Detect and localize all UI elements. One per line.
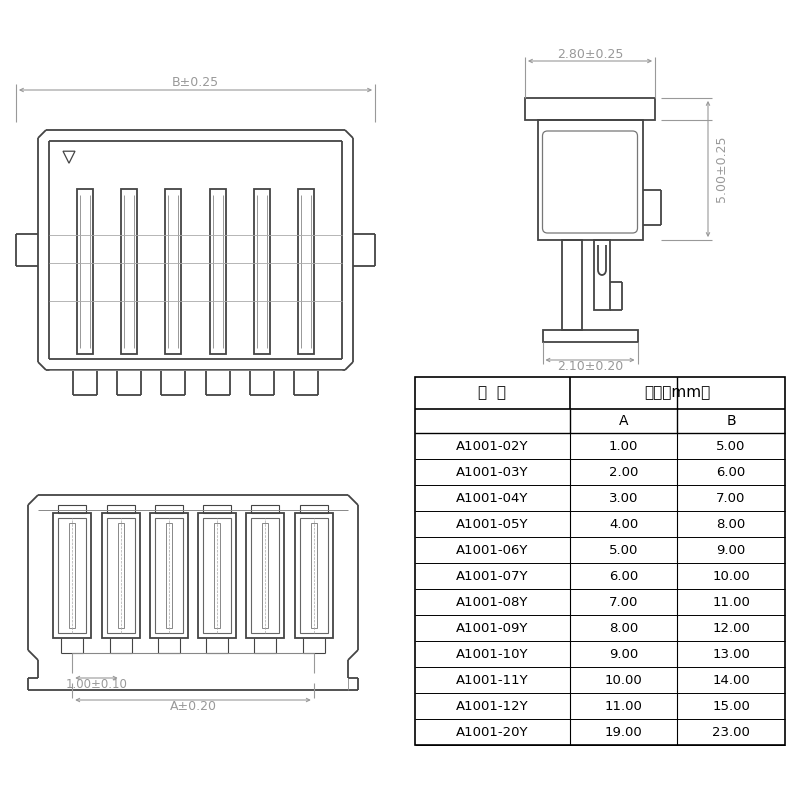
Bar: [246, 513, 285, 638]
Bar: [106, 518, 134, 633]
Bar: [203, 505, 231, 513]
Text: 1.00: 1.00: [609, 439, 638, 453]
Bar: [102, 513, 139, 638]
Bar: [106, 505, 134, 513]
Text: A1001-11Y: A1001-11Y: [456, 674, 529, 686]
Text: A1001-07Y: A1001-07Y: [456, 570, 529, 582]
Bar: [203, 518, 231, 633]
Text: B: B: [726, 414, 736, 428]
Bar: [562, 240, 582, 330]
Text: 2.80±0.25: 2.80±0.25: [557, 47, 623, 61]
Bar: [254, 189, 270, 354]
Text: 尺寸（mm）: 尺寸（mm）: [644, 386, 710, 401]
Bar: [54, 513, 91, 638]
Text: 6.00: 6.00: [609, 570, 638, 582]
Bar: [294, 513, 333, 638]
Bar: [70, 523, 75, 628]
Bar: [300, 505, 328, 513]
Bar: [262, 523, 269, 628]
Bar: [538, 120, 642, 240]
Text: 15.00: 15.00: [712, 699, 750, 713]
Text: 10.00: 10.00: [605, 674, 642, 686]
Text: 5.00±0.25: 5.00±0.25: [715, 136, 728, 202]
Text: 1.00±0.10: 1.00±0.10: [66, 678, 127, 691]
Bar: [214, 523, 220, 628]
Text: 8.00: 8.00: [716, 518, 746, 530]
Bar: [77, 189, 93, 354]
Text: 编  号: 编 号: [478, 386, 506, 401]
Bar: [198, 513, 236, 638]
Bar: [310, 523, 317, 628]
Bar: [525, 98, 655, 120]
Bar: [58, 505, 86, 513]
Bar: [415, 377, 785, 745]
Text: A1001-02Y: A1001-02Y: [456, 439, 529, 453]
Bar: [166, 189, 182, 354]
Text: A1001-04Y: A1001-04Y: [456, 491, 529, 505]
Text: 5.00: 5.00: [609, 543, 638, 557]
Text: A1001-05Y: A1001-05Y: [456, 518, 529, 530]
Text: A1001-08Y: A1001-08Y: [456, 595, 529, 609]
Text: 19.00: 19.00: [605, 726, 642, 738]
Text: A1001-06Y: A1001-06Y: [456, 543, 529, 557]
Text: 9.00: 9.00: [609, 647, 638, 661]
Text: 11.00: 11.00: [712, 595, 750, 609]
Text: 10.00: 10.00: [712, 570, 750, 582]
Text: A1001-03Y: A1001-03Y: [456, 466, 529, 478]
Text: 11.00: 11.00: [605, 699, 642, 713]
Text: 2.00: 2.00: [609, 466, 638, 478]
Text: 2.10±0.20: 2.10±0.20: [557, 361, 623, 374]
Text: A1001-20Y: A1001-20Y: [456, 726, 529, 738]
Bar: [251, 518, 279, 633]
Text: 23.00: 23.00: [712, 726, 750, 738]
Bar: [594, 240, 610, 310]
Text: 3.00: 3.00: [609, 491, 638, 505]
Text: 13.00: 13.00: [712, 647, 750, 661]
Text: 9.00: 9.00: [716, 543, 746, 557]
Bar: [166, 523, 172, 628]
Bar: [210, 189, 226, 354]
Text: 7.00: 7.00: [716, 491, 746, 505]
Text: B±0.25: B±0.25: [172, 77, 219, 90]
Text: 6.00: 6.00: [716, 466, 746, 478]
Text: A: A: [618, 414, 628, 428]
Text: A1001-12Y: A1001-12Y: [456, 699, 529, 713]
Bar: [300, 518, 328, 633]
Bar: [155, 505, 183, 513]
Text: 5.00: 5.00: [716, 439, 746, 453]
Bar: [298, 189, 314, 354]
Bar: [251, 505, 279, 513]
Text: A±0.20: A±0.20: [170, 701, 217, 714]
Text: 4.00: 4.00: [609, 518, 638, 530]
Text: A1001-09Y: A1001-09Y: [456, 622, 529, 634]
Bar: [542, 330, 638, 342]
Text: 8.00: 8.00: [609, 622, 638, 634]
Text: 12.00: 12.00: [712, 622, 750, 634]
Bar: [58, 518, 86, 633]
Bar: [150, 513, 188, 638]
Bar: [118, 523, 123, 628]
Bar: [122, 189, 138, 354]
Bar: [155, 518, 183, 633]
Text: 14.00: 14.00: [712, 674, 750, 686]
Text: A1001-10Y: A1001-10Y: [456, 647, 529, 661]
Text: 7.00: 7.00: [609, 595, 638, 609]
